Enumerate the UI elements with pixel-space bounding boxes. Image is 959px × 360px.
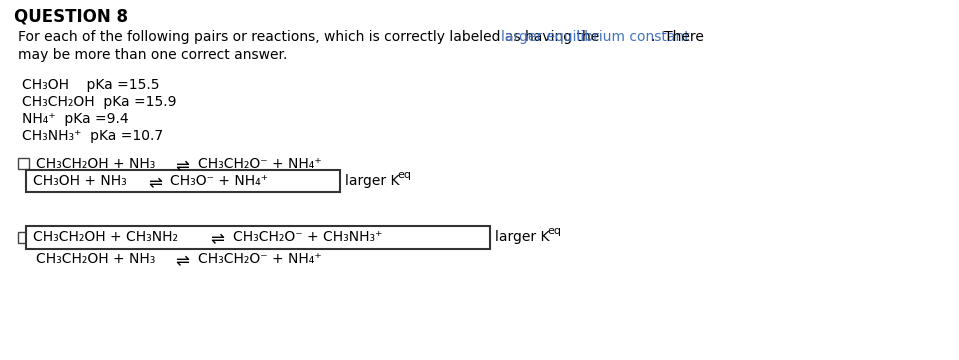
- Text: ⇌: ⇌: [210, 230, 223, 248]
- FancyBboxPatch shape: [26, 170, 340, 192]
- Text: CH₃CH₂O⁻ + NH₄⁺: CH₃CH₂O⁻ + NH₄⁺: [198, 252, 321, 266]
- Text: ⇌: ⇌: [175, 252, 189, 270]
- Text: CH₃O⁻ + NH₄⁺: CH₃O⁻ + NH₄⁺: [170, 174, 268, 188]
- Text: may be more than one correct answer.: may be more than one correct answer.: [18, 48, 288, 62]
- Text: CH₃CH₂OH + NH₃: CH₃CH₂OH + NH₃: [36, 157, 155, 171]
- Text: CH₃CH₂O⁻ + CH₃NH₃⁺: CH₃CH₂O⁻ + CH₃NH₃⁺: [233, 230, 383, 244]
- Text: larger K: larger K: [345, 174, 400, 188]
- Bar: [18, 232, 29, 243]
- Text: NH₄⁺  pKa =9.4: NH₄⁺ pKa =9.4: [22, 112, 129, 126]
- Text: ⇌: ⇌: [148, 174, 162, 192]
- Text: QUESTION 8: QUESTION 8: [14, 8, 128, 26]
- Text: ⇌: ⇌: [175, 157, 189, 175]
- Text: CH₃NH₃⁺  pKa =10.7: CH₃NH₃⁺ pKa =10.7: [22, 129, 163, 143]
- Text: larger K: larger K: [495, 230, 550, 244]
- FancyBboxPatch shape: [26, 226, 490, 249]
- Text: CH₃CH₂OH + CH₃NH₂: CH₃CH₂OH + CH₃NH₂: [33, 230, 178, 244]
- Text: larger equilibrium constant: larger equilibrium constant: [501, 30, 690, 44]
- Text: CH₃CH₂OH + NH₃: CH₃CH₂OH + NH₃: [36, 252, 155, 266]
- Text: For each of the following pairs or reactions, which is correctly labeled as havi: For each of the following pairs or react…: [18, 30, 603, 44]
- Text: .  There: . There: [651, 30, 704, 44]
- Text: eq: eq: [397, 170, 411, 180]
- Text: CH₃OH + NH₃: CH₃OH + NH₃: [33, 174, 127, 188]
- Bar: [18, 158, 29, 169]
- Text: CH₃OH    pKa =15.5: CH₃OH pKa =15.5: [22, 78, 159, 92]
- Text: CH₃CH₂O⁻ + NH₄⁺: CH₃CH₂O⁻ + NH₄⁺: [198, 157, 321, 171]
- Text: CH₃CH₂OH  pKa =15.9: CH₃CH₂OH pKa =15.9: [22, 95, 176, 109]
- Text: eq: eq: [547, 226, 561, 236]
